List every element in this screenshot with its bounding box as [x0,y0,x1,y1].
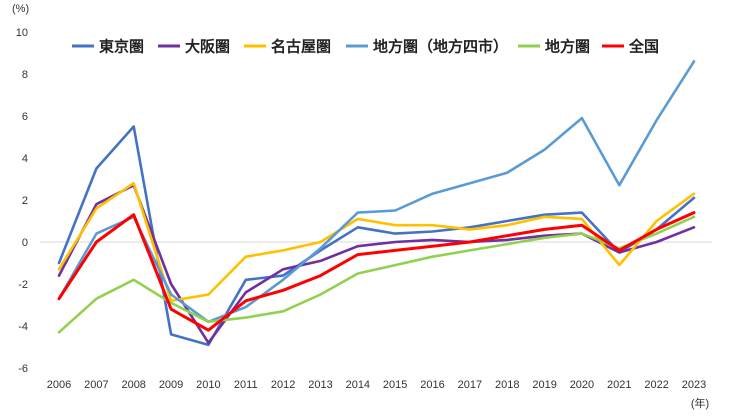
x-tick-label: 2018 [495,379,519,391]
x-tick-label: 2020 [570,379,594,391]
x-tick-label: 2010 [196,379,220,391]
y-tick-label: -2 [18,279,28,291]
x-tick-label: 2017 [458,379,482,391]
x-tick-label: 2021 [607,379,631,391]
x-tick-label: 2011 [234,379,258,391]
y-tick-label: -6 [18,363,28,375]
x-tick-label: 2007 [84,379,108,391]
legend-label-2: 名古屋圏 [271,38,331,56]
series-line-4 [57,215,696,334]
legend-label-4: 地方圏 [545,38,590,56]
x-tick-label: 2019 [532,379,556,391]
x-tick-label: 2008 [121,379,145,391]
legend-label-0: 東京圏 [99,38,144,56]
y-tick-label: 4 [22,153,28,165]
x-axis-unit-label: (年) [691,396,709,410]
x-tick-label: 2013 [308,379,332,391]
x-tick-label: 2016 [420,379,444,391]
x-tick-label: 2009 [159,379,183,391]
series-line-5 [57,211,696,332]
x-tick-label: 2023 [682,379,706,391]
y-tick-label: 6 [22,111,28,123]
x-tick-label: 2022 [644,379,668,391]
y-tick-label: 2 [22,195,28,207]
series-line-3 [57,60,696,324]
x-tick-label: 2012 [271,379,295,391]
y-tick-label: -4 [18,321,28,333]
y-tick-label: 8 [22,69,28,81]
legend-label-3: 地方圏（地方四市） [373,38,508,56]
x-tick-label: 2006 [47,379,71,391]
y-axis-unit-label: (%) [12,3,29,15]
legend-label-1: 大阪圏 [185,38,230,56]
legend: 東京圏 大阪圏 名古屋圏 地方圏（地方四市） 地方圏 全国 [72,38,659,56]
x-tick-label: 2014 [346,379,370,391]
legend-label-5: 全国 [628,38,659,56]
y-tick-label: 0 [22,237,28,249]
y-tick-label: 10 [16,27,28,39]
axis-layer: (%) 10 8 6 4 2 0 -2 -4 -6 2006 2007 2008 2009 2010 2011… [12,3,712,410]
x-tick-label: 2015 [383,379,407,391]
series-layer [57,60,696,347]
